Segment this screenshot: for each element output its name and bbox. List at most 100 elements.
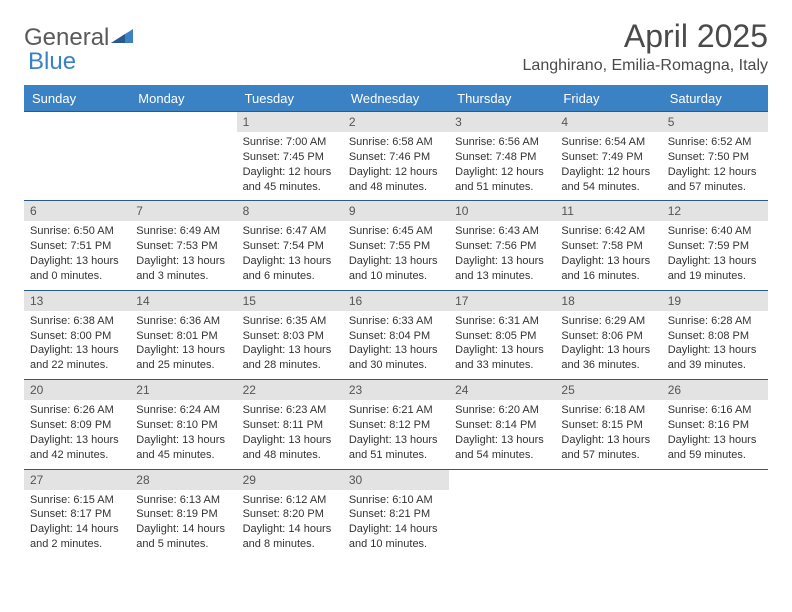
sunset-text: Sunset: 7:54 PM — [243, 239, 337, 254]
day-number-empty — [130, 112, 236, 132]
day-cell — [555, 469, 661, 558]
daylight-text: Daylight: 13 hours and 28 minutes. — [243, 343, 337, 373]
daylight-text: Daylight: 12 hours and 57 minutes. — [668, 165, 762, 195]
day-cell: 13 Sunrise: 6:38 AMSunset: 8:00 PMDayligh… — [24, 290, 130, 379]
day-cell: 29Sunrise: 6:12 AMSunset: 8:20 PMDayligh… — [237, 469, 343, 558]
day-number: 12 — [662, 201, 768, 221]
daylight-text: Daylight: 13 hours and 45 minutes. — [136, 433, 230, 463]
sunrise-text: Sunrise: 6:29 AM — [561, 314, 655, 329]
day-number: 28 — [130, 470, 236, 490]
day-number: 1 — [237, 112, 343, 132]
day-cell: 10Sunrise: 6:43 AMSunset: 7:56 PMDayligh… — [449, 201, 555, 290]
location: Langhirano, Emilia-Romagna, Italy — [523, 57, 768, 75]
day-number: 23 — [343, 380, 449, 400]
sunset-text: Sunset: 7:50 PM — [668, 150, 762, 165]
sunrise-text: Sunrise: 6:56 AM — [455, 135, 549, 150]
sunrise-text: Sunrise: 6:42 AM — [561, 224, 655, 239]
daylight-text: Daylight: 13 hours and 33 minutes. — [455, 343, 549, 373]
sunrise-text: Sunrise: 6:35 AM — [243, 314, 337, 329]
day-body: Sunrise: 6:20 AMSunset: 8:14 PMDaylight:… — [449, 400, 555, 468]
day-of-week-row: SundayMondayTuesdayWednesdayThursdayFrid… — [24, 86, 768, 112]
sunset-text: Sunset: 7:59 PM — [668, 239, 762, 254]
day-number: 26 — [662, 380, 768, 400]
dow-tuesday: Tuesday — [237, 86, 343, 112]
sunset-text: Sunset: 8:20 PM — [243, 507, 337, 522]
sunset-text: Sunset: 8:17 PM — [30, 507, 124, 522]
day-body: Sunrise: 6:31 AMSunset: 8:05 PMDaylight:… — [449, 311, 555, 379]
sunrise-text: Sunrise: 6:33 AM — [349, 314, 443, 329]
day-cell: 30Sunrise: 6:10 AMSunset: 8:21 PMDayligh… — [343, 469, 449, 558]
day-body: Sunrise: 6:36 AMSunset: 8:01 PMDaylight:… — [130, 311, 236, 379]
sunset-text: Sunset: 8:08 PM — [668, 329, 762, 344]
day-cell — [449, 469, 555, 558]
day-cell: 3Sunrise: 6:56 AMSunset: 7:48 PMDaylight… — [449, 112, 555, 201]
sunset-text: Sunset: 8:12 PM — [349, 418, 443, 433]
day-number: 18 — [555, 291, 661, 311]
day-body-empty — [449, 490, 555, 552]
day-number: 20 — [24, 380, 130, 400]
sunrise-text: Sunrise: 6:13 AM — [136, 493, 230, 508]
day-number: 4 — [555, 112, 661, 132]
day-body: Sunrise: 6:58 AMSunset: 7:46 PMDaylight:… — [343, 132, 449, 200]
day-cell: 28 Sunrise: 6:13 AMSunset: 8:19 PMDayligh… — [130, 469, 236, 558]
day-cell: 14Sunrise: 6:36 AMSunset: 8:01 PMDayligh… — [130, 290, 236, 379]
day-body: Sunrise: 6:56 AMSunset: 7:48 PMDaylight:… — [449, 132, 555, 200]
day-cell: 8Sunrise: 6:47 AMSunset: 7:54 PMDaylight… — [237, 201, 343, 290]
daylight-text: Daylight: 13 hours and 59 minutes. — [668, 433, 762, 463]
day-body: Sunrise: 6:40 AMSunset: 7:59 PMDaylight:… — [662, 221, 768, 289]
day-cell: 11Sunrise: 6:42 AMSunset: 7:58 PMDayligh… — [555, 201, 661, 290]
day-cell: 17Sunrise: 6:31 AMSunset: 8:05 PMDayligh… — [449, 290, 555, 379]
sunset-text: Sunset: 8:14 PM — [455, 418, 549, 433]
sunset-text: Sunset: 7:56 PM — [455, 239, 549, 254]
day-number: 2 — [343, 112, 449, 132]
day-number: 21 — [130, 380, 236, 400]
day-body: Sunrise: 7:00 AMSunset: 7:45 PMDaylight:… — [237, 132, 343, 200]
dow-thursday: Thursday — [449, 86, 555, 112]
day-body: Sunrise: 6:10 AMSunset: 8:21 PMDaylight:… — [343, 490, 449, 558]
sunrise-text: Sunrise: 6:20 AM — [455, 403, 549, 418]
sunset-text: Sunset: 8:09 PM — [30, 418, 124, 433]
day-number: 27 — [24, 470, 130, 490]
sunset-text: Sunset: 7:53 PM — [136, 239, 230, 254]
sunset-text: Sunset: 7:58 PM — [561, 239, 655, 254]
day-body-empty — [662, 490, 768, 552]
sunset-text: Sunset: 8:00 PM — [30, 329, 124, 344]
sunrise-text: Sunrise: 6:36 AM — [136, 314, 230, 329]
sunrise-text: Sunrise: 6:50 AM — [30, 224, 124, 239]
daylight-text: Daylight: 13 hours and 10 minutes. — [349, 254, 443, 284]
sunset-text: Sunset: 7:55 PM — [349, 239, 443, 254]
day-number: 24 — [449, 380, 555, 400]
sunset-text: Sunset: 8:06 PM — [561, 329, 655, 344]
day-body: Sunrise: 6:24 AMSunset: 8:10 PMDaylight:… — [130, 400, 236, 468]
day-number: 25 — [555, 380, 661, 400]
daylight-text: Daylight: 12 hours and 54 minutes. — [561, 165, 655, 195]
day-body: Sunrise: 6:45 AMSunset: 7:55 PMDaylight:… — [343, 221, 449, 289]
day-cell: 12Sunrise: 6:40 AMSunset: 7:59 PMDayligh… — [662, 201, 768, 290]
sunrise-text: Sunrise: 6:12 AM — [243, 493, 337, 508]
sunset-text: Sunset: 8:19 PM — [136, 507, 230, 522]
sunrise-text: Sunrise: 7:00 AM — [243, 135, 337, 150]
daylight-text: Daylight: 14 hours and 10 minutes. — [349, 522, 443, 552]
day-body: Sunrise: 6:54 AMSunset: 7:49 PMDaylight:… — [555, 132, 661, 200]
day-number: 11 — [555, 201, 661, 221]
header: General April 2025 Langhirano, Emilia-Ro… — [24, 18, 768, 75]
daylight-text: Daylight: 14 hours and 8 minutes. — [243, 522, 337, 552]
day-number: 7 — [130, 201, 236, 221]
day-cell: 22Sunrise: 6:23 AMSunset: 8:11 PMDayligh… — [237, 380, 343, 469]
day-number-empty — [662, 470, 768, 490]
day-number: 30 — [343, 470, 449, 490]
day-body: Sunrise: 6:52 AMSunset: 7:50 PMDaylight:… — [662, 132, 768, 200]
day-number: 10 — [449, 201, 555, 221]
day-number: 13 — [24, 291, 130, 311]
week-row: 6Sunrise: 6:50 AMSunset: 7:51 PMDaylight… — [24, 201, 768, 290]
day-cell: 4Sunrise: 6:54 AMSunset: 7:49 PMDaylight… — [555, 112, 661, 201]
day-number: 16 — [343, 291, 449, 311]
day-cell: 15Sunrise: 6:35 AMSunset: 8:03 PMDayligh… — [237, 290, 343, 379]
daylight-text: Daylight: 13 hours and 22 minutes. — [30, 343, 124, 373]
sunrise-text: Sunrise: 6:38 AM — [30, 314, 124, 329]
day-cell: 18Sunrise: 6:29 AMSunset: 8:06 PMDayligh… — [555, 290, 661, 379]
daylight-text: Daylight: 12 hours and 45 minutes. — [243, 165, 337, 195]
sunrise-text: Sunrise: 6:23 AM — [243, 403, 337, 418]
sunrise-text: Sunrise: 6:31 AM — [455, 314, 549, 329]
daylight-text: Daylight: 14 hours and 5 minutes. — [136, 522, 230, 552]
